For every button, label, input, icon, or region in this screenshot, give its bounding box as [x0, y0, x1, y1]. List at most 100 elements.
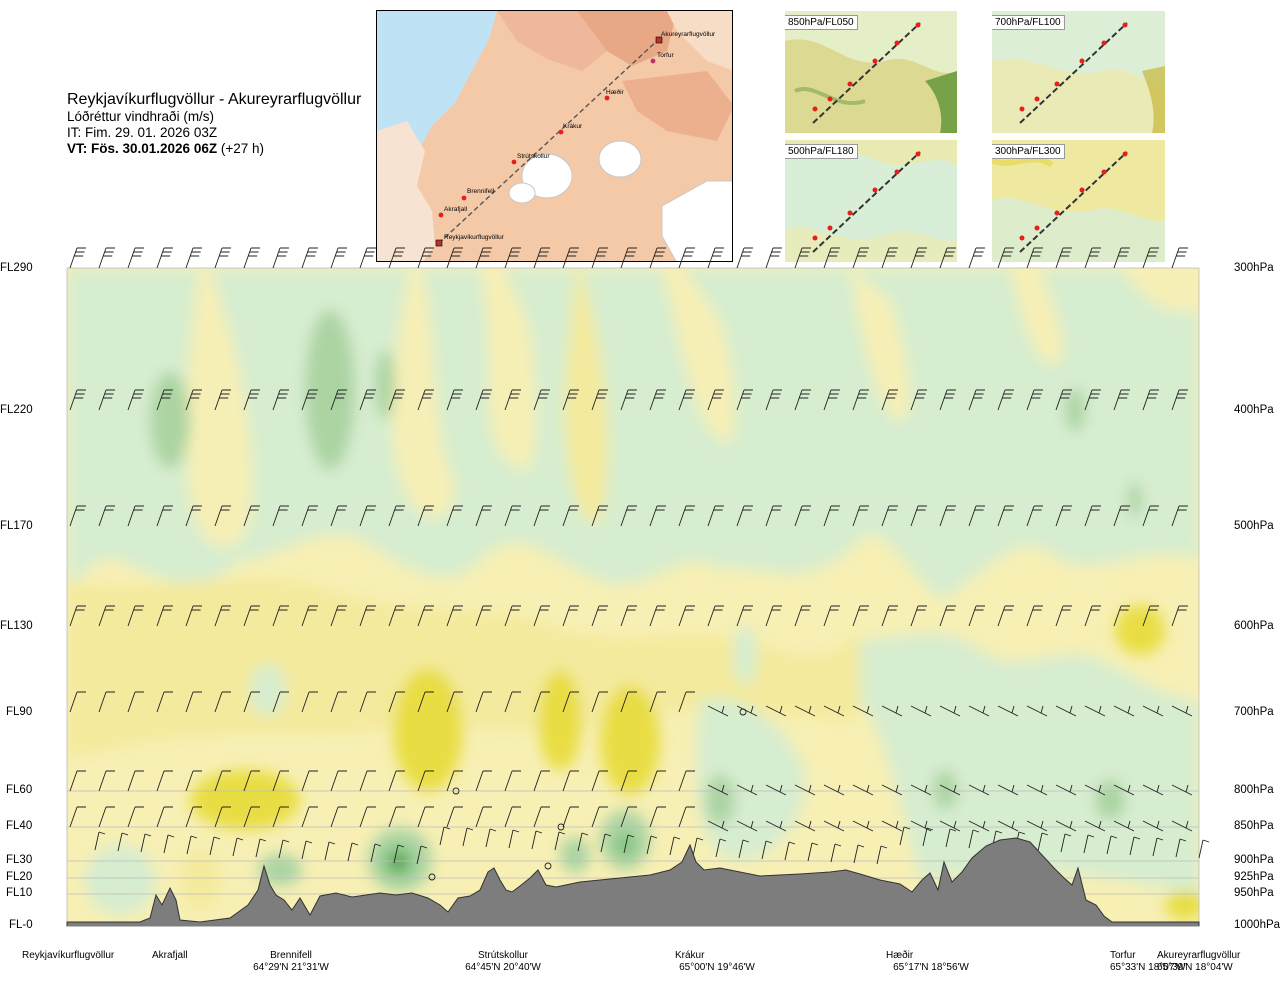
- wind-barb: [678, 505, 695, 527]
- hpa-label-800: 800hPa: [1234, 784, 1274, 796]
- wind-barb: [1055, 820, 1077, 832]
- wind-barb: [388, 605, 405, 627]
- wind-barb: [678, 389, 695, 411]
- wind-barb: [69, 389, 86, 411]
- wind-barb: [736, 784, 758, 796]
- wind-barb: [562, 389, 579, 411]
- calm-wind-marker: [739, 708, 747, 716]
- wind-barb: [649, 389, 666, 411]
- wind-barb: [1113, 505, 1130, 527]
- wind-barb: [417, 806, 434, 828]
- wind-barb: [1106, 835, 1118, 855]
- wind-barb: [185, 389, 202, 411]
- wind-barb: [1142, 784, 1164, 796]
- wind-barb: [69, 770, 86, 792]
- wind-barb: [185, 605, 202, 627]
- wind-barb: [765, 247, 782, 269]
- wind-barb: [562, 806, 579, 828]
- wind-barb: [591, 605, 608, 627]
- hpa-label-700: 700hPa: [1234, 706, 1274, 718]
- hpa-label-900: 900hPa: [1234, 854, 1274, 866]
- wind-barb: [1171, 784, 1193, 796]
- wind-barb: [446, 770, 463, 792]
- wind-barb: [417, 770, 434, 792]
- wind-barb: [997, 784, 1019, 796]
- wind-barb: [156, 389, 173, 411]
- wind-barb: [1026, 505, 1043, 527]
- wind-barb: [1171, 605, 1188, 627]
- wind-barb: [156, 770, 173, 792]
- wind-barb: [649, 806, 666, 828]
- hpa-label-925: 925hPa: [1234, 871, 1274, 883]
- wind-barb: [881, 505, 898, 527]
- wind-barb: [968, 247, 985, 269]
- level-gridlines: [67, 790, 1199, 895]
- mini-map-500-graphic: [785, 140, 957, 262]
- wind-barb: [910, 389, 927, 411]
- wind-barb: [416, 845, 428, 865]
- map-label-reykjavik: Reykjavíkurflugvöllur: [444, 234, 505, 241]
- wind-barb: [324, 841, 336, 861]
- wind-barb: [1083, 834, 1095, 854]
- wind-barb: [272, 247, 289, 269]
- hpa-label-400: 400hPa: [1234, 404, 1274, 416]
- location-strutskollur: Strútskollur 64°45'N 20°40'W: [465, 950, 541, 973]
- wind-barb: [1175, 838, 1187, 858]
- wind-barb: [794, 820, 816, 832]
- wind-barb: [301, 770, 318, 792]
- wind-barb: [939, 784, 961, 796]
- wind-barb: [692, 837, 704, 857]
- wind-barb: [533, 691, 550, 713]
- wind-barb: [243, 691, 260, 713]
- wind-barb: [214, 691, 231, 713]
- wind-barb: [784, 841, 796, 861]
- wind-barb: [1084, 705, 1106, 717]
- wind-barb: [504, 605, 521, 627]
- wind-barb: [1084, 505, 1101, 527]
- wind-barb: [736, 247, 753, 269]
- fl-label-10: FL10: [6, 887, 33, 899]
- wind-barb: [69, 247, 86, 269]
- wind-barb: [475, 605, 492, 627]
- wind-barb: [881, 605, 898, 627]
- wind-barb: [417, 605, 434, 627]
- valid-time: VT: Fös. 30.01.2026 06Z (+27 h): [67, 141, 265, 156]
- wind-barb: [1142, 605, 1159, 627]
- wind-barb: [504, 505, 521, 527]
- mini-map-300-label: 300hPa/FL300: [992, 144, 1065, 159]
- wind-barb: [69, 691, 86, 713]
- map-label-torfur: Torfur: [657, 52, 674, 59]
- wind-barb: [504, 806, 521, 828]
- wind-barb: [794, 505, 811, 527]
- wind-barb: [945, 828, 957, 848]
- wind-barb: [531, 830, 543, 850]
- wind-barb: [388, 389, 405, 411]
- mini-map-850: 850hPa/FL050: [785, 11, 957, 133]
- mini-map-300: 300hPa/FL300: [992, 140, 1165, 262]
- wind-barb: [388, 806, 405, 828]
- wind-barb: [707, 705, 729, 717]
- fl-label-60: FL60: [6, 784, 33, 796]
- wind-barb: [823, 505, 840, 527]
- wind-barb: [830, 843, 842, 863]
- wind-barb: [794, 605, 811, 627]
- wind-barb: [301, 806, 318, 828]
- wind-barb: [1060, 833, 1072, 853]
- route-title: Reykjavíkurflugvöllur - Akureyrarflugvöl…: [67, 91, 362, 108]
- wind-barb: [272, 389, 289, 411]
- wind-barb: [370, 843, 382, 863]
- wind-barb: [968, 829, 980, 849]
- wind-barb: [852, 605, 869, 627]
- location-akrafjall: Akrafjall: [152, 950, 188, 961]
- wind-barb: [243, 247, 260, 269]
- wind-barb: [1198, 839, 1210, 859]
- wind-barb: [446, 691, 463, 713]
- location-krakur: Krákur 65°00'N 19°46'W: [675, 950, 755, 973]
- wind-barb: [707, 784, 729, 796]
- location-akureyri: Akureyrarflugvöllur 65°39'N 18°04'W: [1157, 950, 1241, 973]
- hpa-label-950: 950hPa: [1234, 887, 1274, 899]
- wind-barb: [98, 806, 115, 828]
- wind-barb: [678, 605, 695, 627]
- wind-barb: [991, 830, 1003, 850]
- wind-barb: [765, 784, 787, 796]
